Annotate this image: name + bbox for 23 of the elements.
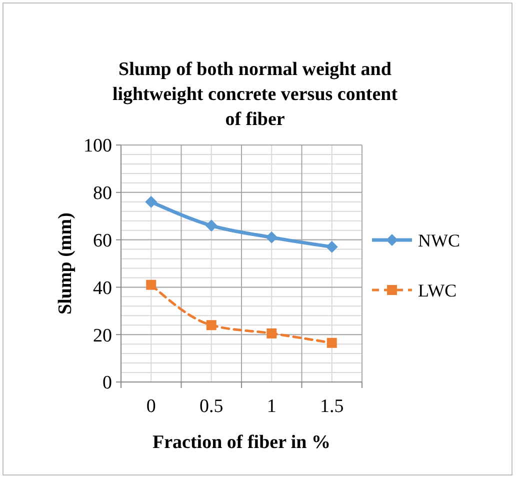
legend-label: LWC [418,280,457,300]
y-tick-label: 80 [93,183,112,204]
x-tick-label: 1.5 [320,396,344,417]
point [266,328,277,338]
legend-label: NWC [418,230,460,250]
point [146,280,156,290]
x-tick-label: 0.5 [200,396,224,417]
y-tick-label: 20 [93,325,112,346]
y-tick-label: 0 [102,372,112,394]
point [266,231,278,244]
x-axis-title: Fraction of fiber in % [152,432,331,453]
y-tick-label: 60 [93,230,112,252]
point [326,240,338,253]
point [206,320,216,330]
x-tick-label: 0 [146,396,156,417]
point [145,196,158,208]
point [326,338,337,348]
y-tick-label: 100 [84,136,112,157]
y-tick-label: 40 [93,278,112,299]
chart-title: Slump of both normal weight and lightweight concrete versus content of fiber [112,59,398,130]
y-axis-title: Slump (mm) [55,212,76,314]
x-tick-label: 1 [266,396,276,417]
point [205,220,218,232]
